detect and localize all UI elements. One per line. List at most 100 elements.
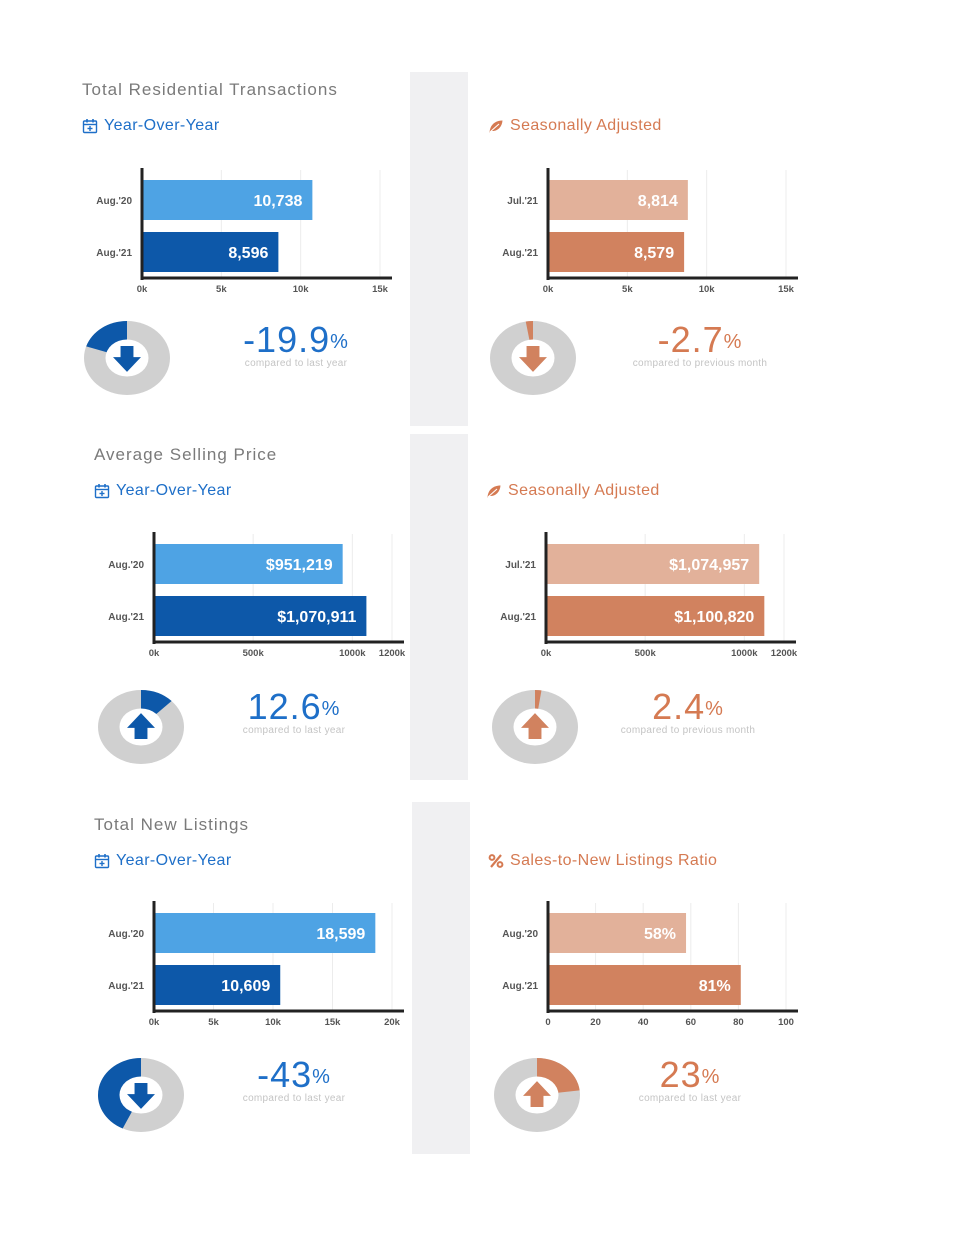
calendar-icon xyxy=(82,118,98,134)
bar xyxy=(154,544,343,584)
bar xyxy=(154,965,281,1005)
change-donut xyxy=(97,1058,184,1132)
x-tick-label: 0k xyxy=(149,648,160,659)
subtitle-label: Year-Over-Year xyxy=(104,117,220,134)
change-summary: -2.7% compared to previous month xyxy=(590,319,810,370)
x-tick-label: 15k xyxy=(372,284,389,295)
change-summary: 23% compared to last year xyxy=(580,1054,800,1105)
bar-value-label: 10,738 xyxy=(253,193,302,210)
bar-value-label: $951,219 xyxy=(266,557,333,574)
section-title: Total New Listings xyxy=(94,815,250,834)
change-note: compared to last year xyxy=(638,1093,742,1104)
category-label: Jul.'21 xyxy=(507,196,538,207)
bar xyxy=(142,232,279,272)
x-tick-label: 100 xyxy=(778,1017,794,1028)
change-note: compared to previous month xyxy=(632,358,768,369)
category-label: Aug.'20 xyxy=(96,196,132,207)
change-summary: 12.6% compared to last year xyxy=(184,686,404,737)
section-title: Average Selling Price xyxy=(94,445,278,464)
x-tick-label: 60 xyxy=(686,1017,697,1028)
x-tick-label: 500k xyxy=(635,648,657,659)
change-donut xyxy=(84,321,170,395)
change-note: compared to previous month xyxy=(620,725,756,736)
category-label: Aug.'21 xyxy=(500,612,536,623)
x-tick-label: 0k xyxy=(149,1017,160,1028)
section-title: Total Residential Transactions xyxy=(82,80,338,99)
category-label: Aug.'20 xyxy=(108,560,144,571)
panel-total-transactions-yoy: Total Residential Transactions Year-Over… xyxy=(82,80,412,420)
panel-sales-to-listings-ratio: Sales-to-New Listings Ratio 0 20 40 60 80 100… xyxy=(488,815,818,1155)
bar xyxy=(546,596,765,636)
bar xyxy=(154,596,367,636)
x-tick-label: 1200k xyxy=(379,648,406,659)
x-tick-label: 5k xyxy=(208,1017,219,1028)
bar xyxy=(548,232,685,272)
x-tick-label: 20 xyxy=(590,1017,601,1028)
category-label: Aug.'20 xyxy=(108,929,144,940)
leaf-icon xyxy=(486,483,502,499)
category-label: Aug.'21 xyxy=(502,248,538,259)
bar-chart: 0k 5k 10k 15k 8,814 Jul.'21 8,579 Aug.'21 xyxy=(502,168,798,295)
category-label: Aug.'21 xyxy=(108,612,144,623)
column-divider-1 xyxy=(410,72,468,426)
subtitle-label: Year-Over-Year xyxy=(116,852,232,869)
x-tick-label: 0 xyxy=(545,1017,550,1028)
bar-value-label: 58% xyxy=(644,926,676,943)
arrow-down-icon xyxy=(113,345,141,372)
arrow-down-icon xyxy=(519,345,547,372)
arrow-up-icon xyxy=(521,713,549,740)
subtitle: Seasonally Adjusted xyxy=(486,482,660,500)
x-tick-label: 0k xyxy=(543,284,554,295)
change-donut xyxy=(98,690,184,764)
panel-total-transactions-seasonal: Seasonally Adjusted 0k 5k 10k 15k 8,814 Jul.'… xyxy=(488,80,818,420)
bar-value-label: 8,814 xyxy=(638,193,678,210)
x-tick-label: 5k xyxy=(216,284,227,295)
change-value: 12.6 xyxy=(247,686,322,727)
bar-value-label: 18,599 xyxy=(316,926,365,943)
change-value: -2.7 xyxy=(657,319,724,360)
arrow-up-icon xyxy=(523,1081,551,1108)
x-tick-label: 20k xyxy=(384,1017,401,1028)
subtitle: Year-Over-Year xyxy=(82,117,220,135)
change-note: compared to last year xyxy=(242,725,346,736)
category-label: Aug.'21 xyxy=(502,981,538,992)
panel-new-listings-yoy: Total New Listings Year-Over-Year 0k 5k 10… xyxy=(94,815,424,1155)
column-divider-3 xyxy=(412,802,470,1154)
x-tick-label: 10k xyxy=(293,284,310,295)
category-label: Aug.'21 xyxy=(108,981,144,992)
bar-value-label: $1,074,957 xyxy=(669,557,749,574)
column-divider-2 xyxy=(410,434,468,780)
bar-chart: 0k 5k 10k 15k 10,738 Aug.'20 8,596 Aug.'21 xyxy=(96,168,392,295)
x-tick-label: 15k xyxy=(778,284,795,295)
subtitle-label: Sales-to-New Listings Ratio xyxy=(510,852,718,869)
x-tick-label: 40 xyxy=(638,1017,649,1028)
change-value: 23 xyxy=(659,1054,702,1095)
category-label: Aug.'20 xyxy=(502,929,538,940)
change-summary: -19.9% compared to last year xyxy=(186,319,406,370)
subtitle: Year-Over-Year xyxy=(94,482,232,500)
x-tick-label: 0k xyxy=(137,284,148,295)
change-note: compared to last year xyxy=(242,1093,346,1104)
subtitle-label: Seasonally Adjusted xyxy=(510,117,662,134)
percent-sign: % xyxy=(723,331,743,353)
subtitle: Sales-to-New Listings Ratio xyxy=(488,852,717,870)
change-value: -19.9 xyxy=(243,319,331,360)
arrow-up-icon xyxy=(127,713,155,740)
panel-average-price-seasonal: Seasonally Adjusted 0k 500k 1000k 1200k $1,0… xyxy=(486,445,816,785)
percent-sign: % xyxy=(321,698,341,720)
leaf-icon xyxy=(488,118,504,134)
calendar-icon xyxy=(94,853,110,869)
change-donut xyxy=(494,1058,580,1132)
x-tick-label: 1000k xyxy=(339,648,366,659)
bar-value-label: 8,579 xyxy=(634,245,674,262)
bar-value-label: 81% xyxy=(699,978,731,995)
subtitle-label: Year-Over-Year xyxy=(116,482,232,499)
arrow-down-icon xyxy=(127,1082,155,1109)
x-tick-label: 10k xyxy=(699,284,716,295)
change-donut xyxy=(490,321,576,395)
bar-value-label: 8,596 xyxy=(228,245,268,262)
x-tick-label: 10k xyxy=(265,1017,282,1028)
change-summary: -43% compared to last year xyxy=(184,1055,404,1105)
panel-average-price-yoy: Average Selling Price Year-Over-Year 0k 5… xyxy=(94,445,424,785)
category-label: Aug.'21 xyxy=(96,248,132,259)
